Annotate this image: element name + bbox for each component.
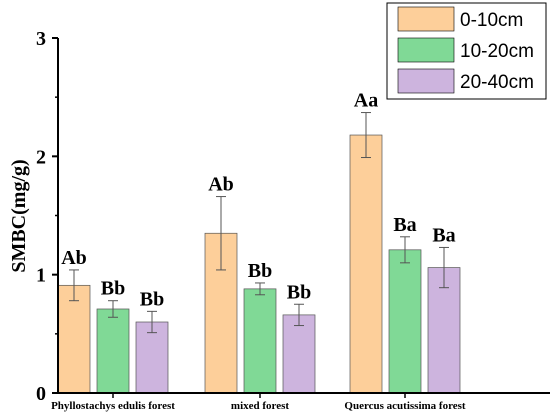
y-tick-label: 2 [36, 146, 46, 168]
chart-axes: SMBC(mg/g) 0 1 2 3 Phyllostachys edulis fore… [8, 28, 550, 412]
legend-swatch-20-40cm [397, 68, 455, 94]
bar [243, 288, 277, 394]
legend: 0-10cm 10-20cm 20-40cm [386, 2, 547, 100]
bar [349, 134, 383, 394]
y-tick-label: 1 [36, 265, 46, 287]
bar [96, 308, 130, 394]
significance-label: Bb [140, 288, 164, 310]
legend-label-0-10cm: 0-10cm [460, 10, 523, 31]
y-axis-label: SMBC(mg/g) [8, 159, 30, 272]
significance-label: Ab [61, 247, 87, 269]
legend-swatch-10-20cm [397, 37, 455, 63]
bar [388, 249, 422, 394]
significance-label: Aa [354, 90, 378, 112]
significance-label: Bb [101, 278, 125, 300]
significance-label: Bb [248, 260, 272, 282]
x-tick-label: mixed forest [231, 400, 289, 412]
significance-label: Ba [393, 214, 416, 236]
significance-label: Ab [208, 174, 234, 196]
significance-label: Ba [432, 224, 455, 246]
legend-label-10-20cm: 10-20cm [460, 41, 534, 62]
bar [57, 284, 91, 394]
x-tick-label: Quercus acutissima forest [344, 400, 466, 412]
y-tick-label: 0 [36, 383, 46, 405]
significance-label: Bb [287, 281, 311, 303]
chart-marks: Ab Ab Aa Bb Bb Ba Bb Bb Ba [57, 90, 461, 394]
bar [282, 314, 316, 394]
y-tick-label: 3 [36, 28, 46, 50]
legend-swatch-0-10cm [397, 6, 455, 32]
x-tick-label: Phyllostachys edulis forest [51, 400, 175, 412]
legend-label-20-40cm: 20-40cm [460, 72, 534, 93]
